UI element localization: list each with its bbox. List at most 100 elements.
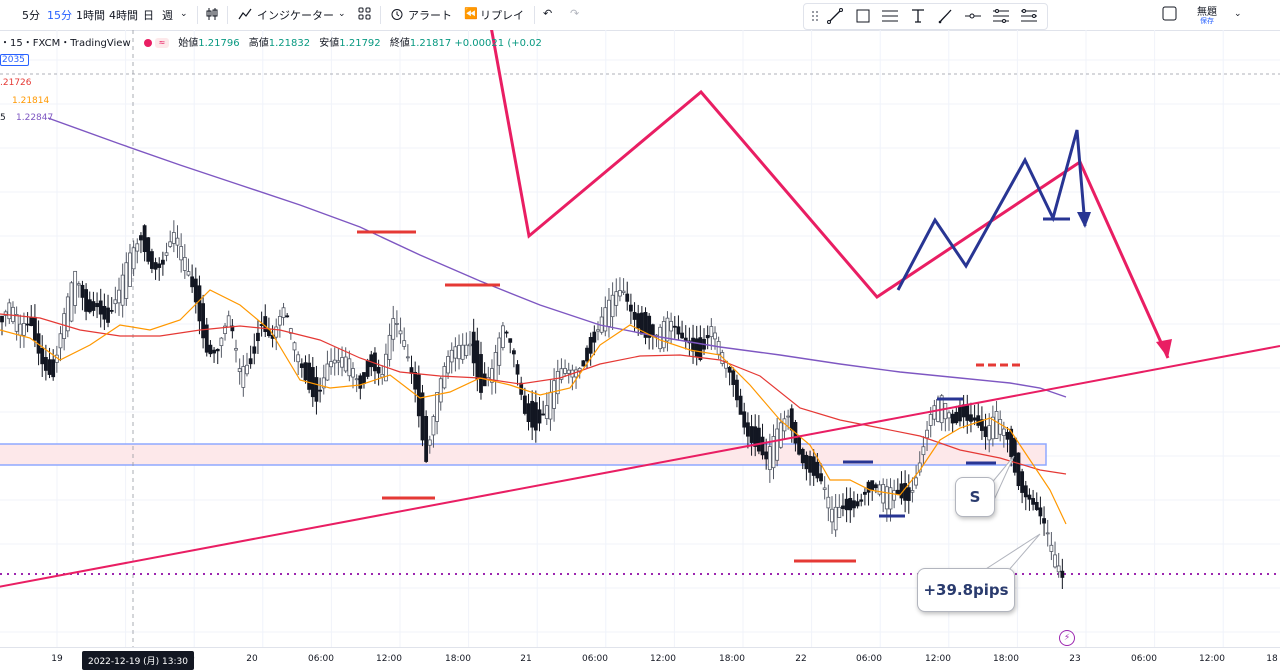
- candle-body: [530, 400, 535, 428]
- interval-week[interactable]: 週: [162, 9, 173, 22]
- zap-icon[interactable]: ⚡: [1059, 630, 1075, 646]
- trend-line-icon[interactable]: [826, 8, 844, 24]
- candle-body: [490, 368, 494, 383]
- candle-body: [826, 496, 831, 509]
- candle-body: [457, 344, 461, 360]
- candle-body: [676, 326, 681, 335]
- candle-body: [358, 375, 363, 389]
- candle-body: [588, 337, 593, 354]
- candle-body: [925, 429, 929, 439]
- candle-body: [990, 416, 995, 440]
- candle-body: [804, 454, 809, 470]
- chevron-down-icon[interactable]: ⌄: [180, 9, 188, 19]
- alert-clock-icon[interactable]: [390, 7, 404, 24]
- candle-body: [18, 323, 23, 336]
- candle-body: [314, 377, 319, 402]
- candle-body: [460, 344, 465, 360]
- indicators-icon[interactable]: [238, 7, 252, 24]
- level-marks: [357, 230, 1024, 563]
- x-tick: 18:00: [993, 654, 1019, 664]
- candle-body: [563, 368, 567, 374]
- interval-day[interactable]: 日: [143, 9, 154, 22]
- interval-5m[interactable]: 5分: [22, 9, 40, 22]
- save-status[interactable]: 保存: [1200, 17, 1214, 25]
- fib-icon[interactable]: [1020, 8, 1038, 24]
- templates-icon[interactable]: [358, 7, 371, 23]
- candle-body: [175, 237, 180, 246]
- chart-style-icon[interactable]: [205, 7, 219, 24]
- replay-button[interactable]: リプレイ: [480, 9, 524, 22]
- candle-body: [760, 436, 765, 456]
- candle-body: [636, 313, 641, 329]
- horizontal-lines-icon[interactable]: [881, 8, 899, 24]
- undo-icon[interactable]: ↶: [543, 7, 553, 20]
- indicators-button[interactable]: インジケーター: [257, 9, 334, 22]
- brush-icon[interactable]: [937, 8, 955, 24]
- close-label: 終値: [389, 38, 410, 49]
- candle-body: [661, 321, 666, 349]
- candle-body: [837, 506, 842, 518]
- candle-body: [325, 363, 330, 381]
- x-tick: 06:00: [582, 654, 608, 664]
- candle-body: [398, 330, 403, 335]
- candle-body: [1042, 518, 1046, 524]
- candle-body: [749, 426, 754, 443]
- candle-body: [650, 324, 655, 337]
- candle-body: [146, 237, 151, 262]
- drag-handle-icon[interactable]: [806, 8, 824, 24]
- candle-body: [618, 290, 622, 297]
- candle-body: [1012, 437, 1017, 473]
- candle-body: [789, 408, 794, 431]
- rectangle-icon[interactable]: [854, 8, 872, 24]
- candle-body: [449, 349, 454, 363]
- result-callout[interactable]: +39.8pips: [917, 568, 1015, 612]
- interval-1h[interactable]: 1時間: [76, 9, 105, 22]
- time-axis[interactable]: 19 00 20 06:00 12:00 18:00 21 06:00 12:0…: [0, 647, 1280, 671]
- fullscreen-checkbox-icon[interactable]: [1162, 6, 1177, 24]
- candle-body: [76, 283, 81, 286]
- pink-arrow-head: [1156, 339, 1172, 358]
- candle-body: [994, 411, 999, 439]
- replay-icon[interactable]: ⏪: [464, 7, 478, 20]
- horizontal-ray-icon[interactable]: [964, 8, 982, 24]
- candle-body: [552, 380, 557, 409]
- candle-body: [541, 413, 546, 416]
- symbol-title[interactable]: ・15・FXCM・TradingView: [0, 38, 131, 49]
- high-label: 高値: [248, 38, 269, 49]
- candle-body: [716, 341, 721, 355]
- candle-body: [435, 392, 440, 422]
- chevron-down-icon[interactable]: ⌄: [1234, 9, 1242, 19]
- chevron-down-icon[interactable]: ⌄: [338, 9, 346, 19]
- candle-body: [245, 364, 249, 375]
- candle-body: [735, 379, 739, 401]
- candle-body: [983, 426, 988, 438]
- interval-15m[interactable]: 15分: [47, 9, 72, 22]
- text-cursor-icon[interactable]: [909, 8, 927, 24]
- candle-body: [124, 262, 129, 299]
- candle-body: [713, 332, 717, 340]
- candle-body: [468, 343, 472, 347]
- candle-body: [1031, 498, 1035, 505]
- price-badge: 2035: [0, 54, 29, 66]
- candle-body: [438, 378, 443, 403]
- candle-body: [607, 299, 611, 327]
- candle-body: [548, 391, 553, 420]
- candle-body: [0, 315, 4, 323]
- ma-slow-value: 1.22847: [16, 113, 54, 123]
- interval-4h[interactable]: 4時間: [109, 9, 138, 22]
- candle-body: [394, 323, 399, 325]
- alert-button[interactable]: アラート: [408, 9, 452, 22]
- signal-callout[interactable]: S: [955, 477, 995, 517]
- candle-body: [277, 316, 282, 326]
- parallel-channel-icon[interactable]: [992, 8, 1010, 24]
- layout-name[interactable]: 無題: [1197, 7, 1217, 18]
- candle-body: [884, 486, 889, 510]
- price-chart[interactable]: [0, 30, 1280, 647]
- candle-body: [168, 241, 173, 247]
- candle-body: [771, 436, 776, 469]
- redo-icon[interactable]: ↷: [570, 7, 580, 20]
- candle-body: [610, 294, 615, 318]
- candle-body: [928, 414, 933, 426]
- candle-body: [731, 370, 736, 385]
- candle-body: [727, 367, 732, 373]
